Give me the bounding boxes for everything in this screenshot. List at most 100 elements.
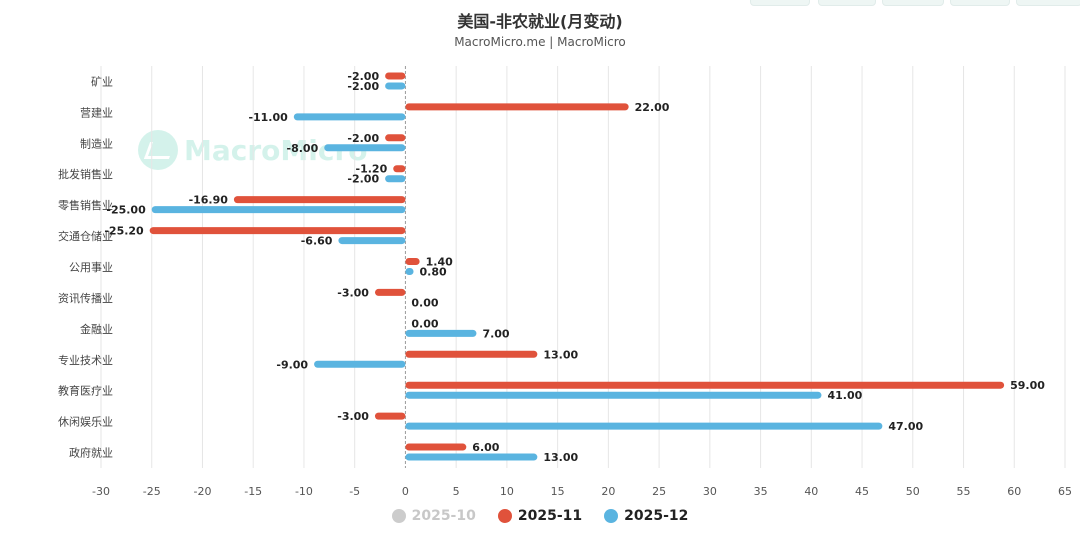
legend-item[interactable]: 2025-12 — [604, 508, 688, 524]
x-tick-label: 40 — [804, 485, 818, 498]
legend-item[interactable]: 2025-10 — [391, 508, 476, 524]
data-label: 47.00 — [888, 420, 923, 433]
bar-2025-11 — [385, 72, 406, 80]
data-label: 59.00 — [1010, 379, 1045, 392]
chart-subtitle: MacroMicro.me | MacroMicro — [454, 35, 626, 49]
data-label: -2.00 — [347, 173, 379, 186]
macromicro-logo-icon — [138, 130, 178, 170]
data-label: -16.90 — [189, 194, 229, 207]
data-label: -9.00 — [276, 358, 308, 371]
bar-2025-12 — [293, 113, 406, 121]
y-category-label: 金融业 — [80, 322, 113, 336]
x-tick-label: 65 — [1058, 485, 1072, 498]
y-category-label: 矿业 — [91, 75, 113, 88]
toolbar-tab[interactable] — [1016, 0, 1080, 6]
data-label: 0.00 — [411, 317, 438, 330]
data-label: 13.00 — [543, 451, 578, 464]
data-label: 6.00 — [472, 441, 499, 454]
data-label: 13.00 — [543, 348, 578, 361]
x-tick-label: 10 — [500, 485, 514, 498]
y-category-label: 交通仓储业 — [58, 229, 113, 243]
x-tick-label: 45 — [855, 485, 869, 498]
x-tick-label: 0 — [402, 485, 409, 498]
toolbar-tab[interactable] — [750, 0, 810, 6]
data-label: -8.00 — [287, 142, 319, 155]
x-tick-label: 25 — [652, 485, 666, 498]
data-label: -6.60 — [301, 235, 333, 248]
data-label: -25.00 — [106, 204, 146, 217]
bar-2025-12 — [324, 144, 406, 152]
bar-2025-12 — [338, 237, 406, 245]
x-tick-label: -25 — [143, 485, 161, 498]
bar-2025-11 — [233, 196, 406, 204]
data-label: -2.00 — [347, 80, 379, 93]
x-tick-label: -15 — [244, 485, 262, 498]
data-label: 22.00 — [635, 101, 670, 114]
toolbar-tab[interactable] — [882, 0, 944, 6]
data-label: -2.00 — [347, 70, 379, 83]
data-label: 1.40 — [426, 256, 453, 269]
bar-2025-12 — [314, 360, 406, 368]
bar-2025-12 — [405, 268, 414, 275]
y-category-label: 制造业 — [80, 136, 113, 150]
y-category-label: 资讯传播业 — [58, 291, 113, 305]
legend-marker-icon — [391, 509, 406, 523]
legend-marker-icon — [497, 509, 512, 523]
data-label: -1.20 — [356, 163, 388, 176]
y-category-label: 公用事业 — [69, 261, 113, 274]
bar-2025-11 — [374, 412, 406, 420]
y-category-label: 专业技术业 — [58, 353, 113, 367]
x-tick-label: 20 — [601, 485, 615, 498]
data-label: -3.00 — [337, 286, 369, 299]
top-toolbar — [0, 0, 1080, 6]
chart-title: 美国-非农就业(月变动) — [457, 12, 623, 31]
x-tick-label: 35 — [754, 485, 768, 498]
legend-marker-icon — [604, 509, 619, 523]
bar-2025-12 — [405, 453, 538, 461]
bar-2025-12 — [385, 82, 406, 90]
x-tick-label: 5 — [453, 485, 460, 498]
legend-label: 2025-12 — [624, 508, 689, 524]
bar-2025-12 — [405, 391, 822, 399]
bar-2025-11 — [374, 288, 406, 296]
data-label: 0.00 — [411, 296, 438, 309]
bar-2025-11 — [405, 258, 420, 265]
y-category-label: 营建业 — [80, 105, 113, 119]
data-label: 0.80 — [420, 266, 447, 279]
toolbar-tab[interactable] — [818, 0, 876, 6]
x-tick-label: -10 — [295, 485, 313, 498]
bar-2025-12 — [405, 422, 883, 430]
x-tick-label: -5 — [349, 485, 360, 498]
data-label: 7.00 — [482, 327, 509, 340]
bar-2025-11 — [405, 350, 538, 358]
data-label: -2.00 — [347, 132, 379, 145]
bar-2025-12 — [151, 206, 406, 214]
y-category-label: 零售销售业 — [58, 198, 113, 212]
legend-label: 2025-11 — [517, 508, 583, 524]
data-label: -11.00 — [248, 111, 288, 124]
watermark-logo: MacroMicro — [138, 130, 368, 170]
x-tick-label: 50 — [906, 485, 920, 498]
legend-item[interactable]: 2025-11 — [497, 508, 583, 524]
bar-2025-11 — [405, 443, 467, 451]
y-category-label: 政府就业 — [69, 446, 113, 460]
x-tick-label: -20 — [193, 485, 211, 498]
toolbar-tab[interactable] — [950, 0, 1010, 6]
data-label: -3.00 — [337, 410, 369, 423]
x-tick-label: 55 — [957, 485, 971, 498]
x-tick-label: -30 — [92, 485, 110, 498]
chart-legend: 2025-10 2025-11 2025-12 — [0, 508, 1080, 524]
x-tick-label: 15 — [551, 485, 565, 498]
bar-2025-11 — [405, 381, 1005, 389]
bar-2025-12 — [385, 175, 406, 183]
y-category-label: 批发销售业 — [58, 167, 113, 181]
data-label: -25.20 — [104, 225, 144, 238]
legend-label: 2025-10 — [411, 508, 476, 524]
bar-2025-12 — [405, 329, 477, 337]
bar-2025-11 — [393, 165, 406, 173]
y-category-label: 休闲娱乐业 — [58, 415, 113, 429]
bar-2025-11 — [385, 134, 406, 142]
bar-2025-11 — [405, 103, 629, 111]
y-category-label: 教育医疗业 — [58, 384, 113, 398]
x-tick-label: 60 — [1007, 485, 1021, 498]
